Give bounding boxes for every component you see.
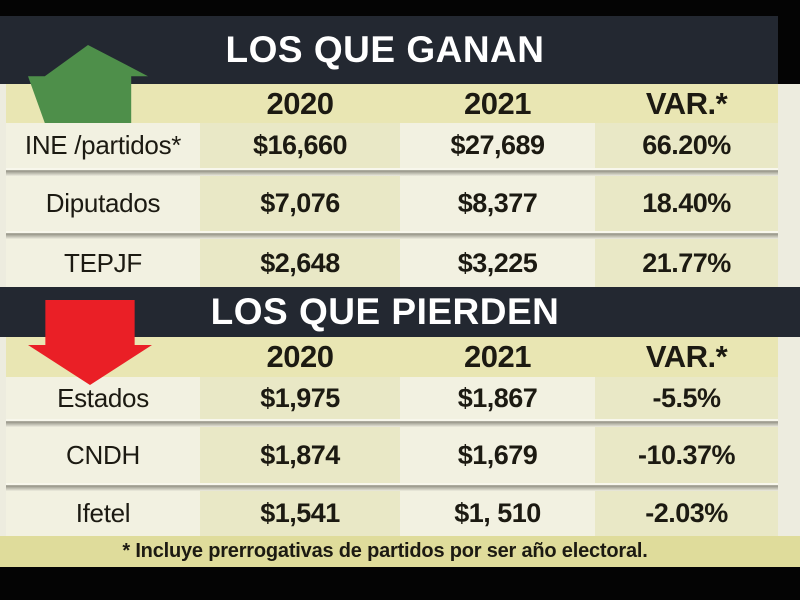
bottom-frame-bar: [0, 567, 800, 600]
ganan-col-var: VAR.*: [645, 85, 728, 121]
ganan-col-2021: 2021: [464, 85, 531, 121]
value-var: 21.77%: [595, 239, 778, 287]
value-2021: $8,377: [400, 176, 595, 231]
pierden-col-2021: 2021: [464, 339, 531, 374]
row-label: CNDH: [6, 427, 200, 483]
pierden-title: LOS QUE PIERDEN: [210, 291, 560, 332]
value-2020: $7,076: [200, 176, 400, 231]
table-row: Estados $1,975 $1,867 -5.5%: [6, 377, 778, 419]
top-frame-bar: [0, 0, 800, 16]
table-row: Diputados $7,076 $8,377 18.40%: [6, 176, 778, 231]
pierden-table: Estados $1,975 $1,867 -5.5% CNDH $1,874 …: [6, 377, 778, 536]
value-2021: $1,867: [400, 377, 595, 419]
row-label: Ifetel: [6, 491, 200, 536]
pierden-col-var: VAR.*: [645, 339, 728, 374]
table-row: CNDH $1,874 $1,679 -10.37%: [6, 427, 778, 483]
table-row: TEPJF $2,648 $3,225 21.77%: [6, 239, 778, 287]
value-var: 66.20%: [595, 123, 778, 168]
row-divider: [6, 419, 778, 427]
table-row: INE /partidos* $16,660 $27,689 66.20%: [6, 123, 778, 168]
row-label: TEPJF: [6, 239, 200, 287]
pierden-col-2020: 2020: [266, 339, 334, 374]
value-2021: $1, 510: [400, 491, 595, 536]
value-var: 18.40%: [595, 176, 778, 231]
row-divider: [6, 168, 778, 176]
ganan-col-2020: 2020: [266, 85, 334, 121]
value-2020: $1,541: [200, 491, 400, 536]
ganan-title: LOS QUE GANAN: [225, 29, 545, 70]
value-var: -2.03%: [595, 491, 778, 536]
footnote-text: * Incluye prerrogativas de partidos por …: [122, 540, 648, 562]
value-2021: $3,225: [400, 239, 595, 287]
row-label: Estados: [6, 377, 200, 419]
value-var: -10.37%: [595, 427, 778, 483]
value-2020: $1,975: [200, 377, 400, 419]
row-divider: [6, 231, 778, 239]
value-2020: $1,874: [200, 427, 400, 483]
table-row: Ifetel $1,541 $1, 510 -2.03%: [6, 491, 778, 536]
row-label: INE /partidos*: [6, 123, 200, 168]
row-label: Diputados: [6, 176, 200, 231]
value-2020: $16,660: [200, 123, 400, 168]
value-2021: $1,679: [400, 427, 595, 483]
ganan-column-header-row: 2020 2021 VAR.*: [6, 84, 778, 123]
row-divider: [6, 483, 778, 491]
footnote-band: * Incluye prerrogativas de partidos por …: [0, 536, 800, 567]
value-var: -5.5%: [595, 377, 778, 419]
pierden-column-header-row: 2020 2021 VAR.*: [6, 337, 778, 377]
value-2020: $2,648: [200, 239, 400, 287]
value-2021: $27,689: [400, 123, 595, 168]
ganan-table: INE /partidos* $16,660 $27,689 66.20% Di…: [6, 123, 778, 287]
top-right-frame-corner: [778, 0, 800, 84]
